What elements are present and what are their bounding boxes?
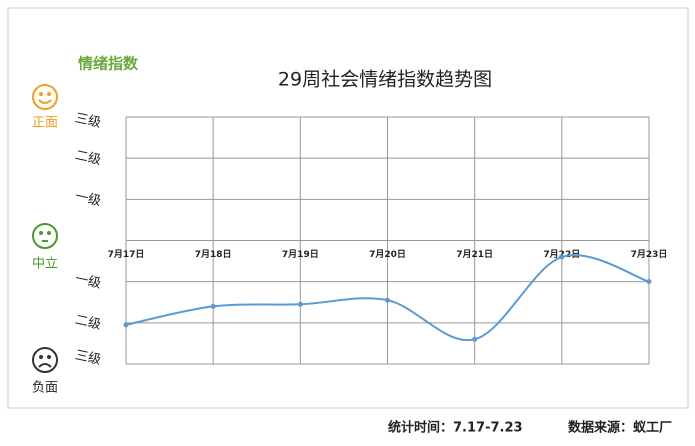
footer-note: 统计时间：7.17-7.23 [388, 420, 523, 436]
x-tick-label: 7月19日 [282, 249, 319, 260]
y-tick-label: 三级 [74, 111, 103, 131]
point [472, 336, 478, 342]
point [123, 322, 129, 328]
y-tick-label: 二级 [74, 148, 103, 168]
x-tick-label: 7月23日 [631, 249, 668, 260]
frame [7, 7, 689, 409]
point [559, 254, 565, 260]
neutral-icon [32, 223, 58, 249]
x-tick-label: 7月18日 [195, 249, 232, 260]
point [297, 301, 303, 307]
chart-title: 29周社会情绪指数趋势图 [278, 69, 492, 91]
sad-icon [32, 347, 58, 373]
x-tick-label: 7月20日 [369, 249, 406, 260]
y-tick-label: 二级 [74, 313, 103, 333]
point [210, 303, 216, 309]
x-tick-label: 7月21日 [456, 249, 493, 260]
y-tick-label: 三级 [74, 348, 103, 368]
sentiment-label: 中立 [32, 257, 58, 272]
happy-icon [32, 84, 58, 110]
y-tick-label: 一级 [74, 272, 103, 292]
y-label: 情绪指数 [78, 55, 139, 73]
y-tick-label: 一级 [74, 189, 103, 209]
point [646, 279, 652, 285]
point [385, 297, 390, 303]
sentiment-label: 负面 [32, 381, 58, 396]
sentiment-label: 正面 [32, 116, 58, 131]
footer-note: 数据来源：蚁工厂 [568, 420, 672, 436]
x-tick-label: 7月17日 [108, 249, 145, 260]
